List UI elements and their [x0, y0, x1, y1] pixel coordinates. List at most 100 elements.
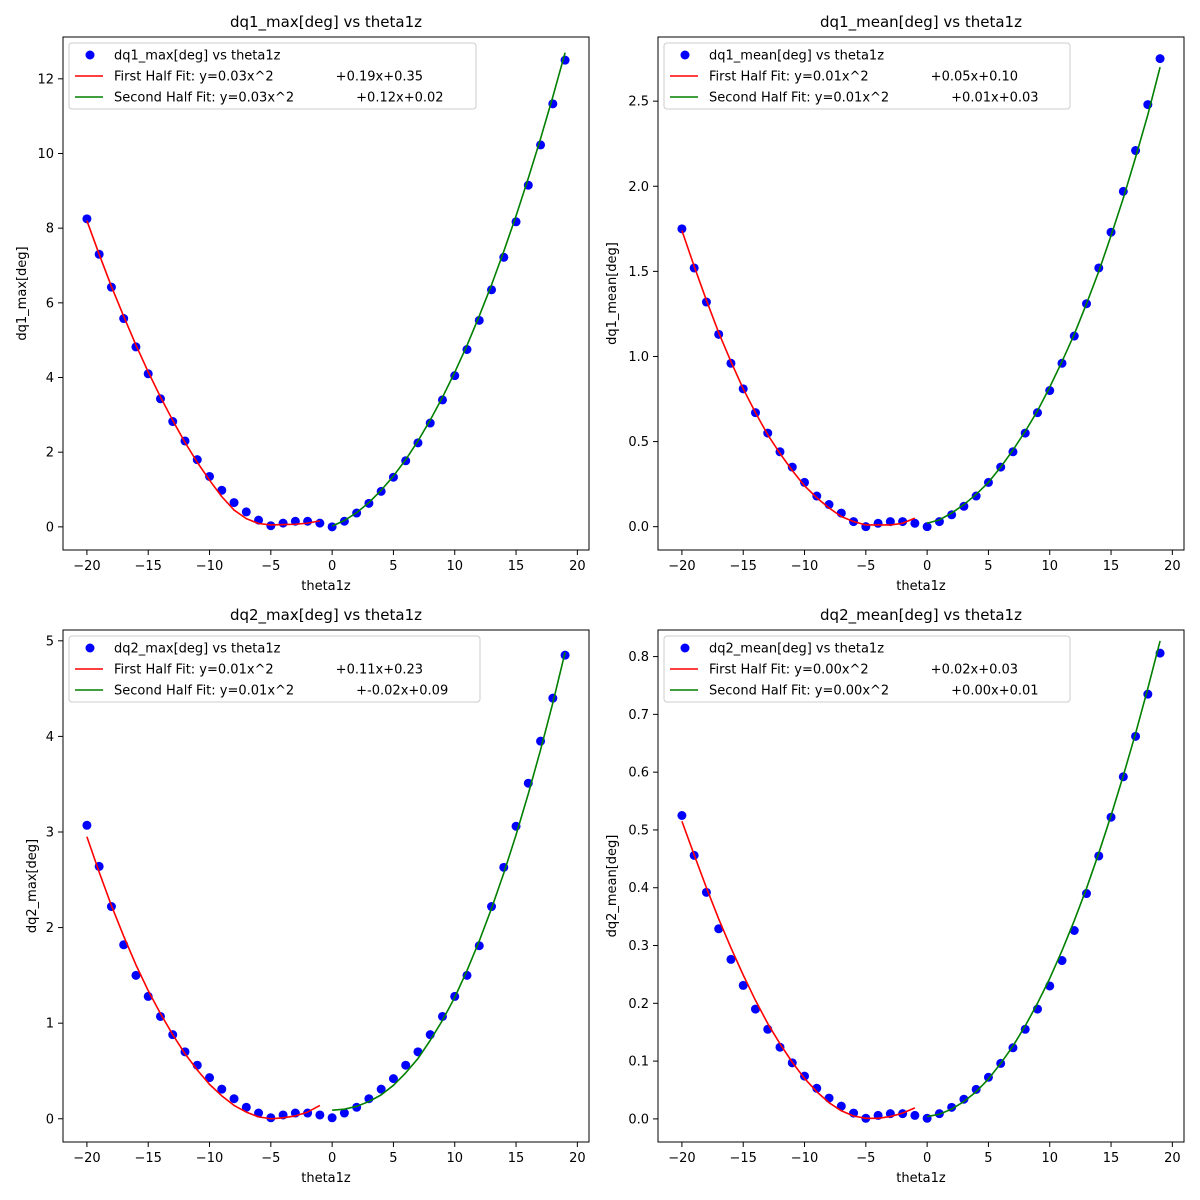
- scatter-point: [315, 518, 325, 528]
- y-tick-label: 0.2: [628, 997, 649, 1012]
- x-tick-label: −15: [729, 559, 756, 574]
- legend-entry-label: dq2_max[deg] vs theta1z: [114, 642, 281, 657]
- legend-entry-label: First Half Fit: y=0.03x^2 +0.19x+0.35: [114, 70, 423, 85]
- scatter-point: [82, 820, 92, 830]
- second-half-fit-line: [331, 52, 566, 527]
- scatter-point: [1155, 54, 1165, 64]
- x-tick-label: 5: [984, 1151, 992, 1166]
- scatter-point: [437, 1011, 447, 1021]
- scatter-point: [462, 970, 472, 980]
- legend-marker-scatter: [680, 50, 690, 60]
- x-tick-label: −10: [196, 559, 223, 574]
- x-tick-label: −15: [134, 559, 161, 574]
- y-tick-label: 0.3: [628, 939, 649, 954]
- legend-entry-label: Second Half Fit: y=0.03x^2 +0.12x+0.02: [114, 91, 444, 106]
- y-tick-label: 0.5: [628, 435, 649, 450]
- x-tick-label: 0: [923, 559, 931, 574]
- scatter-point: [812, 491, 822, 501]
- x-tick-label: 20: [1164, 1151, 1181, 1166]
- y-tick-label: 0: [46, 520, 54, 535]
- scatter-point: [726, 954, 736, 964]
- y-tick-label: 0.4: [628, 881, 649, 896]
- y-tick-label: 4: [46, 371, 54, 386]
- chart-title: dq1_mean[deg] vs theta1z: [820, 13, 1022, 32]
- axes-frame: [657, 36, 1185, 551]
- scatter-point: [971, 491, 981, 501]
- x-axis-label: theta1z: [896, 579, 946, 594]
- x-tick-label: 15: [508, 1151, 525, 1166]
- x-tick-label: −15: [729, 1151, 756, 1166]
- scatter-point: [1057, 956, 1067, 966]
- x-tick-label: −5: [856, 1151, 875, 1166]
- y-tick-label: 1.5: [628, 265, 649, 280]
- legend-entry-label: dq1_mean[deg] vs theta1z: [709, 49, 884, 64]
- plot-area: [82, 52, 570, 532]
- chart-title: dq1_max[deg] vs theta1z: [230, 13, 422, 32]
- scatter-point: [922, 522, 932, 532]
- scatter-point: [303, 516, 313, 526]
- scatter-point: [229, 498, 239, 508]
- x-tick-label: −10: [791, 559, 818, 574]
- x-tick-label: 10: [1041, 1151, 1058, 1166]
- scatter-point: [131, 970, 141, 980]
- plot-area: [677, 54, 1165, 532]
- y-tick-label: 0.0: [628, 1112, 649, 1127]
- scatter-point: [241, 1102, 251, 1112]
- scatter-point: [315, 1110, 325, 1120]
- scatter-point: [959, 501, 969, 511]
- chart-title: dq2_max[deg] vs theta1z: [230, 606, 422, 625]
- second-half-fit-line: [332, 652, 566, 1111]
- x-tick-label: 15: [1103, 1151, 1120, 1166]
- scatter-point: [885, 517, 895, 527]
- scatter-point: [910, 1110, 920, 1120]
- x-tick-label: −20: [73, 1151, 100, 1166]
- y-tick-label: 4: [46, 730, 54, 745]
- scatter-point: [910, 518, 920, 528]
- legend-entry-label: First Half Fit: y=0.00x^2 +0.02x+0.03: [709, 663, 1018, 678]
- scatter-point: [800, 477, 810, 487]
- scatter-point: [266, 1113, 276, 1123]
- x-tick-label: −5: [856, 559, 875, 574]
- scatter-point: [824, 1093, 834, 1103]
- scatter-point: [82, 214, 92, 224]
- x-tick-label: −5: [261, 1151, 280, 1166]
- y-tick-label: 0.5: [628, 823, 649, 838]
- scatter-point: [205, 1073, 215, 1083]
- axes-frame: [62, 629, 590, 1143]
- scatter-point: [775, 1042, 785, 1052]
- x-tick-label: 20: [1164, 559, 1181, 574]
- x-tick-label: 5: [389, 559, 397, 574]
- y-tick-label: 2: [46, 446, 54, 461]
- scatter-point: [947, 510, 957, 520]
- scatter-point: [959, 1094, 969, 1104]
- scatter-point: [401, 1060, 411, 1070]
- x-tick-label: 5: [984, 559, 992, 574]
- scatter-point: [241, 507, 251, 517]
- legend-entry-label: dq2_mean[deg] vs theta1z: [709, 642, 884, 657]
- legend-marker-scatter: [85, 50, 95, 60]
- legend-marker-scatter: [680, 643, 690, 653]
- y-tick-label: 3: [46, 825, 54, 840]
- y-tick-label: 1: [46, 1017, 54, 1032]
- x-tick-label: 10: [446, 559, 463, 574]
- y-tick-label: 0: [46, 1112, 54, 1127]
- second-half-fit-line: [926, 640, 1161, 1118]
- chart-panel-3: −20 −15 −10 −5 0 5 10 15 20 0 1 2 3 4 5 dq2_max[deg] vs…: [25, 606, 590, 1186]
- legend-box: [663, 42, 1071, 110]
- plot-area: [82, 650, 570, 1123]
- first-half-fit-line: [86, 836, 321, 1120]
- plot-area: [677, 640, 1165, 1123]
- axes-frame: [62, 36, 590, 551]
- legend-entry-label: Second Half Fit: y=0.01x^2 +-0.02x+0.09: [114, 684, 448, 699]
- scatter-point: [1020, 1024, 1030, 1034]
- second-half-fit-line: [926, 66, 1161, 525]
- scatter-point: [787, 462, 797, 472]
- scatter-point: [339, 1108, 349, 1118]
- x-tick-label: 15: [1103, 559, 1120, 574]
- legend-box: [68, 635, 481, 703]
- y-tick-label: 6: [46, 296, 54, 311]
- x-tick-label: −10: [196, 1151, 223, 1166]
- axes-frame: [657, 629, 1185, 1143]
- y-tick-label: 0.6: [628, 766, 649, 781]
